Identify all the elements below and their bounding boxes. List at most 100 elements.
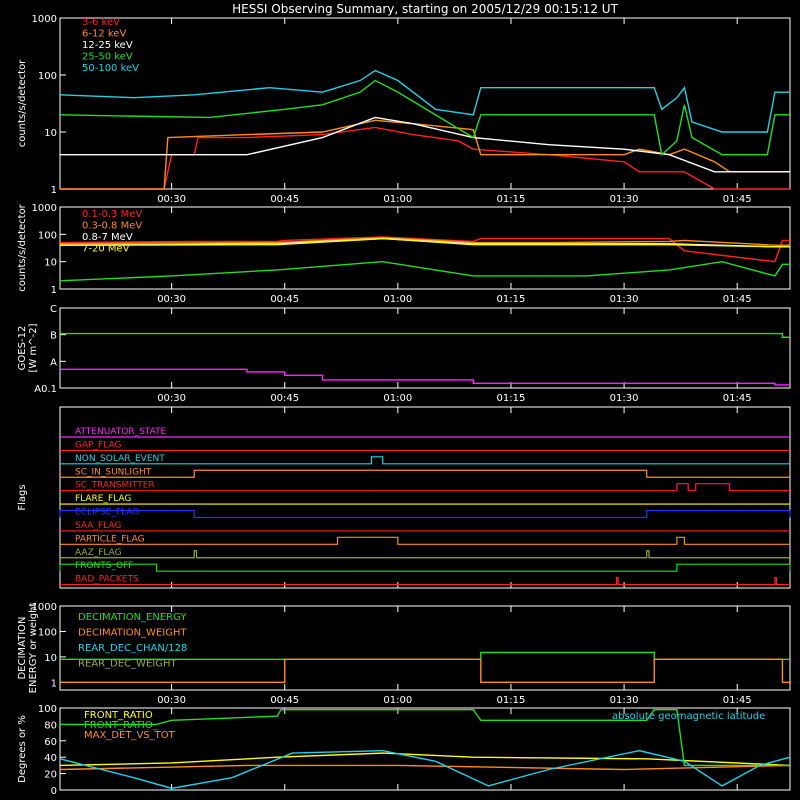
panel-goes: GOES-12 [W m^-2] A0.1 A B C 00:30 00:45 01:00 01:… bbox=[17, 304, 791, 404]
flag-label: ATTENUATOR_STATE bbox=[75, 427, 167, 437]
flag-line bbox=[60, 483, 790, 492]
flag-line bbox=[60, 469, 790, 478]
panel-ratio: Degrees or % 0 20 40 60 80 100 FRONT_RATIOFRONT… bbox=[17, 704, 791, 797]
y-tick-label: 10 bbox=[44, 258, 57, 269]
y-tick-label: 20 bbox=[44, 770, 57, 781]
flag-label: SAA_FLAG bbox=[75, 521, 121, 531]
flag-label: ECLIPSE_FLAG bbox=[75, 508, 139, 518]
x-tick-label: 00:30 bbox=[157, 695, 186, 706]
y-tick-label: 100 bbox=[38, 627, 57, 638]
flag-line bbox=[60, 536, 790, 545]
series-line bbox=[59, 79, 790, 157]
panel-flags: Flags ATTENUATOR_STATE GAP_FLAG NON_SOLAR_E… bbox=[17, 406, 791, 589]
x-tick-label: 01:00 bbox=[383, 294, 412, 305]
series-line bbox=[60, 119, 790, 190]
x-tick-label: 01:00 bbox=[383, 393, 412, 404]
legend-entry: DECIMATION_ENERGY bbox=[78, 612, 187, 623]
flag-label: AAZ_FLAG bbox=[75, 548, 122, 558]
series-line bbox=[59, 69, 790, 133]
y-tick-label: A bbox=[50, 357, 57, 368]
y-tick-label: 1 bbox=[51, 285, 57, 296]
x-tick-label: 01:30 bbox=[610, 194, 639, 205]
flag-label: PARTICLE_FLAG bbox=[75, 534, 145, 544]
series-line bbox=[59, 749, 791, 790]
series-line bbox=[60, 708, 790, 767]
legend-entry: DECIMATION_WEIGHT bbox=[78, 628, 187, 639]
flag-line bbox=[59, 509, 791, 519]
y-axis-label: GOES-12 bbox=[17, 326, 28, 371]
y-tick-label: C bbox=[50, 304, 57, 315]
y-tick-label: 0 bbox=[51, 786, 57, 797]
flag-line bbox=[60, 550, 790, 559]
flag-label: BAD_PACKETS bbox=[75, 575, 139, 585]
series-line bbox=[60, 116, 790, 173]
flag-label: SC_IN_SUNLIGHT bbox=[75, 467, 152, 477]
x-tick-label: 01:30 bbox=[610, 294, 639, 305]
y-tick-label: 100 bbox=[38, 704, 57, 715]
series-line bbox=[59, 764, 791, 771]
x-tick-label: 01:00 bbox=[383, 194, 412, 205]
legend-entry: 0.1-0.3 MeV bbox=[82, 209, 142, 220]
legend-entry: 0.8-7 MeV bbox=[82, 232, 133, 243]
y-tick-label: 1 bbox=[51, 678, 57, 689]
y-axis-label: counts/s/detector bbox=[17, 203, 28, 291]
y-tick-label: 1000 bbox=[32, 14, 57, 25]
y-tick-label: 1000 bbox=[32, 203, 57, 214]
x-tick-label: 01:15 bbox=[497, 695, 526, 706]
y-tick-label: 1 bbox=[51, 185, 57, 196]
y-axis-label: Degrees or % bbox=[17, 715, 28, 783]
flag-label: SC_TRANSMITTER bbox=[75, 481, 155, 491]
annotation-label: absolute geomagnetic latitude bbox=[612, 711, 765, 722]
legend-entry: 3-6 keV bbox=[82, 17, 120, 28]
x-tick-label: 01:00 bbox=[383, 695, 412, 706]
x-tick-label: 01:45 bbox=[723, 294, 752, 305]
x-tick-label: 00:45 bbox=[270, 393, 299, 404]
x-tick-label: 01:30 bbox=[610, 393, 639, 404]
y-axis-label: DECIMATION bbox=[17, 616, 28, 679]
series-line bbox=[60, 658, 790, 684]
y-axis-label-2: [W m^-2] bbox=[28, 323, 39, 372]
panel-frame bbox=[59, 307, 791, 389]
x-tick-label: 01:45 bbox=[723, 695, 752, 706]
legend-entry: 7-20 MeV bbox=[82, 244, 130, 255]
y-axis-label-2: ENERGY or weight bbox=[28, 603, 39, 694]
flag-line bbox=[60, 576, 790, 586]
panel-frame bbox=[59, 406, 791, 589]
legend-entry: FRONT_RATIO_ bbox=[84, 720, 159, 731]
panel-frame bbox=[59, 17, 791, 190]
series-line bbox=[59, 236, 790, 263]
x-tick-label: 00:30 bbox=[157, 194, 186, 205]
y-tick-label: A0.1 bbox=[34, 384, 57, 395]
legend-entry: 50-100 keV bbox=[82, 63, 139, 74]
x-tick-label: 01:15 bbox=[497, 294, 526, 305]
x-tick-label: 00:30 bbox=[157, 294, 186, 305]
y-tick-label: 80 bbox=[44, 720, 57, 731]
legend-entry: 0.3-0.8 MeV bbox=[82, 221, 142, 232]
legend-entry: 25-50 keV bbox=[82, 52, 133, 63]
series-line bbox=[59, 260, 790, 282]
legend-entry: REAR_DEC_WEIGHT bbox=[78, 659, 177, 670]
panel-highE: counts/s/detector 1 10 100 1000 00:30 00:45 01:… bbox=[17, 203, 791, 305]
flag-label: FRONTS_OFF bbox=[75, 561, 133, 571]
legend-entry: 6-12 keV bbox=[82, 29, 126, 40]
series-line bbox=[59, 237, 790, 246]
panel-frame bbox=[59, 605, 791, 691]
y-axis-label: counts/s/detector bbox=[17, 59, 28, 147]
flag-line bbox=[59, 563, 791, 572]
y-tick-label: B bbox=[50, 331, 57, 342]
y-tick-label: 10 bbox=[44, 128, 57, 139]
x-tick-label: 00:45 bbox=[270, 294, 299, 305]
legend-entry: FRONT_RATIO bbox=[84, 710, 153, 721]
panel-decim: DECIMATION ENERGY or weight 1 10 100 1000 00:3… bbox=[17, 602, 791, 706]
x-tick-label: 00:45 bbox=[270, 194, 299, 205]
x-tick-label: 00:45 bbox=[270, 695, 299, 706]
x-tick-label: 00:30 bbox=[157, 393, 186, 404]
x-tick-label: 01:15 bbox=[497, 194, 526, 205]
series-line bbox=[59, 752, 791, 767]
flag-label: GAP_FLAG bbox=[75, 440, 121, 450]
series-line bbox=[60, 368, 790, 386]
flag-label: NON_SOLAR_EVENT bbox=[75, 454, 165, 464]
y-tick-label: 40 bbox=[44, 753, 57, 764]
